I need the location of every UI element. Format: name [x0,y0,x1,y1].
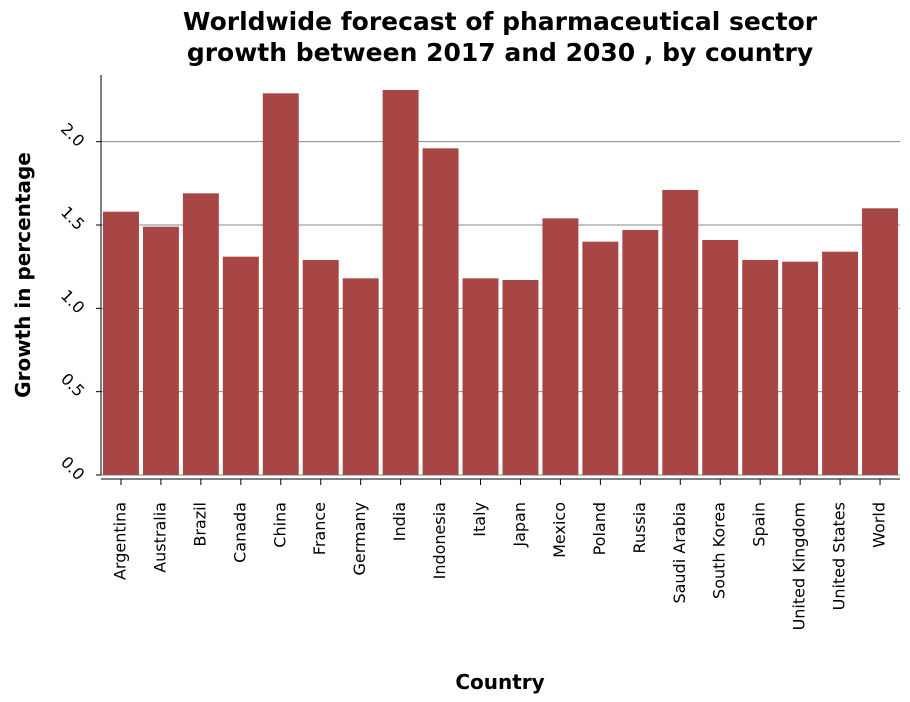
bar [862,208,899,476]
chart-title-line-1: Worldwide forecast of pharmaceutical sec… [183,7,818,36]
bar [662,190,699,475]
x-tick-label: Russia [630,502,649,553]
x-tick-label: France [310,502,329,555]
bar [382,90,419,475]
x-tick-label: Indonesia [430,502,449,579]
x-tick-label: Germany [350,502,369,576]
y-tick-labels: 0.0 0.5 1.0 1.5 2.0 [57,119,88,484]
x-tick-label: Italy [470,502,489,537]
x-tick-label: Canada [230,502,249,563]
bars [102,90,899,476]
bar [702,240,739,475]
y-tick-label: 1.0 [57,286,88,317]
x-tick-label: World [870,502,889,548]
bar [782,261,819,475]
x-tick-label: Japan [510,502,529,548]
bar [222,256,259,475]
x-tick-labels: Argentina Australia Brazil Canada China Franc… [110,502,888,630]
bar [502,280,539,475]
x-tick-label: Argentina [110,502,129,580]
x-tick-label: India [390,502,409,541]
x-tick-label: Poland [590,502,609,555]
y-axis-title: Growth in percentage [11,152,35,398]
y-tick-label: 1.5 [57,203,88,234]
x-tick-label: Spain [750,502,769,547]
bar [542,218,579,476]
bar [742,260,779,475]
bar [182,193,219,476]
bar [262,93,299,475]
bar [302,260,339,475]
axes [96,75,900,485]
x-tick-label: Brazil [190,502,209,547]
x-tick-label: United Kingdom [790,502,809,630]
bar [142,226,179,475]
bar [342,278,379,475]
bar [582,241,619,475]
bar [462,278,499,475]
bar [422,148,459,476]
x-tick-label: China [270,502,289,548]
y-tick-label: 0.5 [57,369,88,400]
y-tick-label: 2.0 [57,119,88,150]
chart-title-line-2: growth between 2017 and 2030 , by countr… [187,38,813,67]
x-tick-label: United States [830,502,849,610]
x-axis-title: Country [455,670,544,694]
x-tick-label: Australia [150,502,169,573]
x-tick-label: Mexico [550,502,569,558]
y-tick-label: 0.0 [57,453,88,484]
bar [622,230,659,475]
bar [102,211,139,475]
bar [822,251,859,475]
x-tick-label: Saudi Arabia [670,502,689,604]
grid-lines [101,141,900,476]
x-tick-label: South Korea [710,502,729,599]
